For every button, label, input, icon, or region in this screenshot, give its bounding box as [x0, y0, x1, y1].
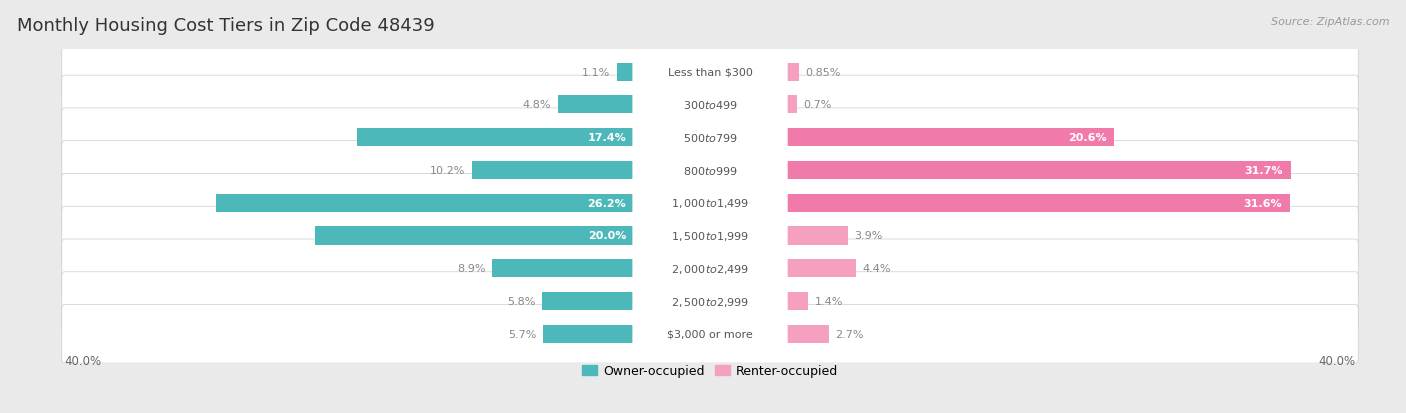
- Legend: Owner-occupied, Renter-occupied: Owner-occupied, Renter-occupied: [576, 359, 844, 382]
- Text: 1.1%: 1.1%: [582, 67, 610, 77]
- Text: Less than $300: Less than $300: [668, 67, 752, 77]
- FancyBboxPatch shape: [633, 155, 787, 186]
- Text: 26.2%: 26.2%: [588, 198, 626, 208]
- Text: $800 to $999: $800 to $999: [682, 164, 738, 176]
- Text: $3,000 or more: $3,000 or more: [668, 329, 752, 339]
- FancyBboxPatch shape: [633, 188, 787, 219]
- Bar: [786, 161, 1291, 180]
- Text: 17.4%: 17.4%: [588, 133, 626, 143]
- FancyBboxPatch shape: [62, 240, 1358, 298]
- Bar: [492, 260, 634, 278]
- Bar: [786, 260, 856, 278]
- Text: 20.0%: 20.0%: [588, 231, 626, 241]
- Text: 1.4%: 1.4%: [814, 297, 842, 306]
- FancyBboxPatch shape: [633, 57, 787, 88]
- Bar: [786, 292, 808, 310]
- Text: 0.7%: 0.7%: [803, 100, 832, 110]
- FancyBboxPatch shape: [62, 207, 1358, 265]
- Text: 31.7%: 31.7%: [1244, 166, 1284, 176]
- Bar: [471, 161, 634, 180]
- FancyBboxPatch shape: [633, 286, 787, 317]
- Text: 10.2%: 10.2%: [430, 166, 465, 176]
- FancyBboxPatch shape: [633, 220, 787, 252]
- Bar: [786, 194, 1289, 212]
- Text: 40.0%: 40.0%: [1319, 354, 1355, 367]
- Text: $2,000 to $2,499: $2,000 to $2,499: [671, 262, 749, 275]
- FancyBboxPatch shape: [633, 90, 787, 121]
- Text: $1,000 to $1,499: $1,000 to $1,499: [671, 197, 749, 210]
- Text: Monthly Housing Cost Tiers in Zip Code 48439: Monthly Housing Cost Tiers in Zip Code 4…: [17, 17, 434, 34]
- Bar: [786, 129, 1115, 147]
- FancyBboxPatch shape: [62, 272, 1358, 330]
- Bar: [786, 227, 848, 245]
- Bar: [543, 325, 634, 343]
- FancyBboxPatch shape: [62, 174, 1358, 233]
- Bar: [357, 129, 634, 147]
- Text: $2,500 to $2,999: $2,500 to $2,999: [671, 295, 749, 308]
- FancyBboxPatch shape: [62, 109, 1358, 167]
- Text: 4.4%: 4.4%: [862, 263, 891, 273]
- Text: 4.8%: 4.8%: [523, 100, 551, 110]
- Text: 3.9%: 3.9%: [855, 231, 883, 241]
- Bar: [558, 96, 634, 114]
- Text: 2.7%: 2.7%: [835, 329, 863, 339]
- Bar: [315, 227, 634, 245]
- FancyBboxPatch shape: [633, 122, 787, 154]
- Text: 5.8%: 5.8%: [508, 297, 536, 306]
- Text: 31.6%: 31.6%: [1243, 198, 1282, 208]
- Bar: [217, 194, 634, 212]
- FancyBboxPatch shape: [62, 76, 1358, 134]
- FancyBboxPatch shape: [62, 141, 1358, 200]
- FancyBboxPatch shape: [633, 253, 787, 284]
- Bar: [617, 64, 634, 81]
- Bar: [541, 292, 634, 310]
- FancyBboxPatch shape: [62, 43, 1358, 102]
- FancyBboxPatch shape: [633, 318, 787, 350]
- Text: 5.7%: 5.7%: [509, 329, 537, 339]
- Text: $500 to $799: $500 to $799: [682, 132, 738, 144]
- Bar: [786, 96, 797, 114]
- Text: 0.85%: 0.85%: [806, 67, 841, 77]
- Text: 8.9%: 8.9%: [457, 263, 486, 273]
- Text: $300 to $499: $300 to $499: [682, 99, 738, 111]
- Text: Source: ZipAtlas.com: Source: ZipAtlas.com: [1271, 17, 1389, 26]
- FancyBboxPatch shape: [62, 305, 1358, 363]
- Text: $1,500 to $1,999: $1,500 to $1,999: [671, 230, 749, 242]
- Bar: [786, 64, 800, 81]
- Text: 20.6%: 20.6%: [1067, 133, 1107, 143]
- Bar: [786, 325, 828, 343]
- Text: 40.0%: 40.0%: [65, 354, 101, 367]
